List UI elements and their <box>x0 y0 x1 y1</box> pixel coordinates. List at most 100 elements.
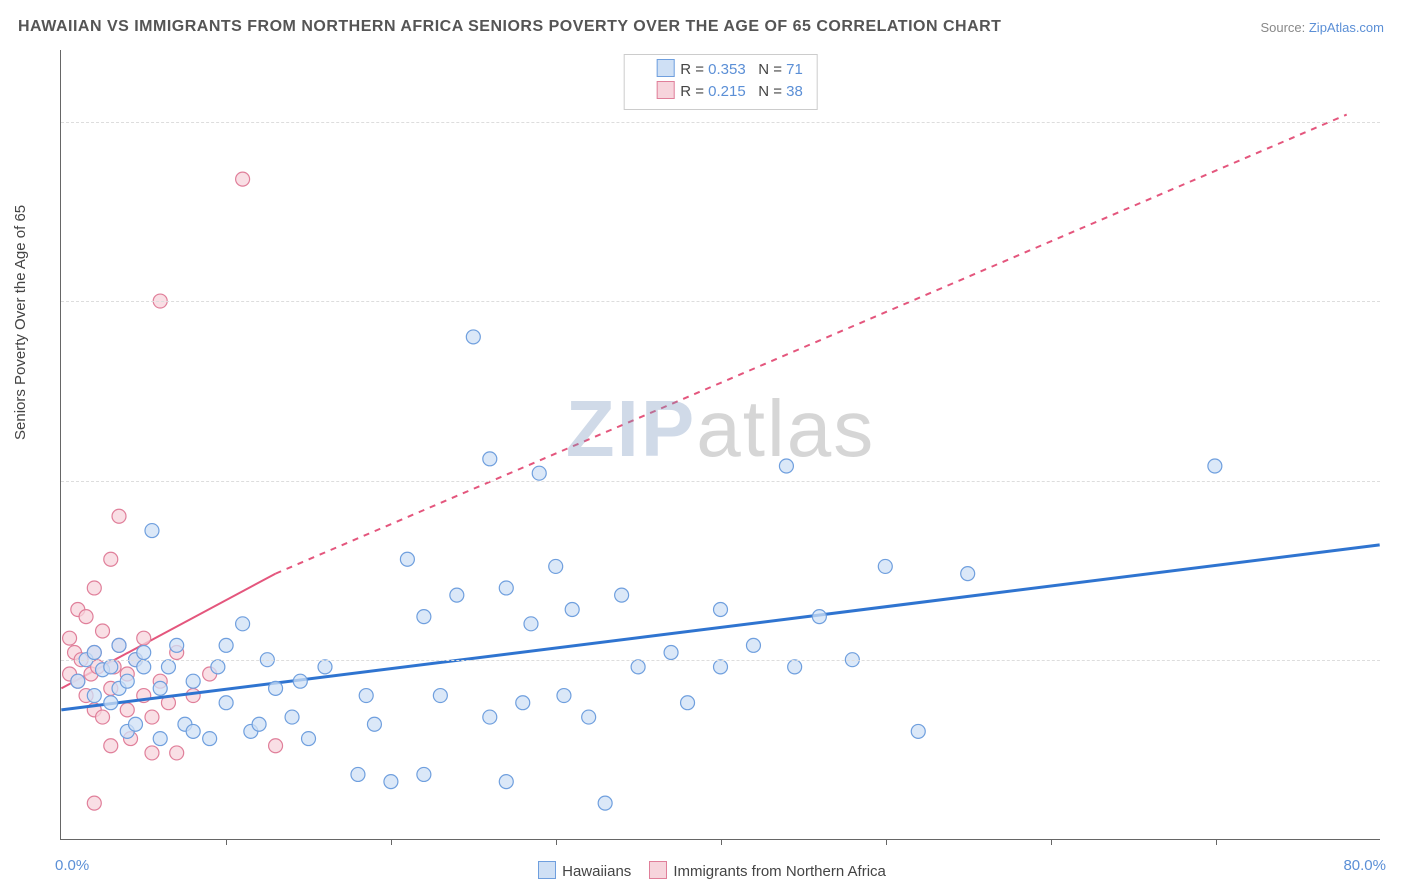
hawaiians-point <box>129 717 143 731</box>
hawaiians-point <box>746 638 760 652</box>
n_africa-point <box>104 552 118 566</box>
legend-swatch <box>656 81 674 99</box>
legend-r-label: R = <box>680 61 708 78</box>
hawaiians-point <box>779 459 793 473</box>
legend-r-label: R = <box>680 83 708 100</box>
gridline <box>61 481 1380 482</box>
n_africa-trendline-extrapolated <box>276 115 1347 574</box>
n_africa-point <box>96 624 110 638</box>
y-tick-label: 25.0% <box>1390 472 1406 489</box>
n_africa-point <box>120 703 134 717</box>
chart-title: HAWAIIAN VS IMMIGRANTS FROM NORTHERN AFR… <box>18 18 1001 36</box>
hawaiians-point <box>302 732 316 746</box>
correlation-row: R = 0.215 N = 38 <box>638 81 803 103</box>
hawaiians-point <box>161 660 175 674</box>
hawaiians-point <box>524 617 538 631</box>
hawaiians-point <box>499 775 513 789</box>
x-tick <box>721 839 722 845</box>
hawaiians-point <box>384 775 398 789</box>
hawaiians-point <box>153 681 167 695</box>
hawaiians-point <box>170 638 184 652</box>
hawaiians-point <box>351 767 365 781</box>
x-tick <box>226 839 227 845</box>
hawaiians-point <box>153 732 167 746</box>
hawaiians-point <box>120 674 134 688</box>
correlation-legend: R = 0.353 N = 71R = 0.215 N = 38 <box>623 54 818 110</box>
legend-n-label: N = <box>758 61 786 78</box>
n_africa-point <box>96 710 110 724</box>
hawaiians-point <box>137 646 151 660</box>
hawaiians-point <box>269 681 283 695</box>
hawaiians-point <box>359 689 373 703</box>
hawaiians-point <box>367 717 381 731</box>
hawaiians-point <box>219 696 233 710</box>
hawaiians-point <box>203 732 217 746</box>
n_africa-point <box>145 746 159 760</box>
hawaiians-point <box>615 588 629 602</box>
hawaiians-point <box>252 717 266 731</box>
x-tick <box>1051 839 1052 845</box>
hawaiians-point <box>911 724 925 738</box>
legend-r-value: 0.353 <box>708 61 746 78</box>
legend-n-value: 71 <box>786 61 803 78</box>
hawaiians-point <box>219 638 233 652</box>
hawaiians-point <box>532 466 546 480</box>
hawaiians-point <box>433 689 447 703</box>
correlation-row: R = 0.353 N = 71 <box>638 59 803 81</box>
hawaiians-point <box>598 796 612 810</box>
n_africa-point <box>87 581 101 595</box>
legend-n-label: N = <box>758 83 786 100</box>
hawaiians-point <box>565 602 579 616</box>
hawaiians-point <box>483 452 497 466</box>
source-link[interactable]: ZipAtlas.com <box>1309 20 1384 35</box>
n_africa-point <box>104 739 118 753</box>
hawaiians-point <box>483 710 497 724</box>
y-tick-label: 37.5% <box>1390 293 1406 310</box>
n_africa-point <box>236 172 250 186</box>
hawaiians-point <box>664 646 678 660</box>
legend-series-label: Hawaiians <box>562 863 631 880</box>
hawaiians-point <box>631 660 645 674</box>
n_africa-point <box>186 689 200 703</box>
hawaiians-point <box>499 581 513 595</box>
n_africa-point <box>145 710 159 724</box>
n_africa-point <box>112 509 126 523</box>
hawaiians-point <box>112 638 126 652</box>
hawaiians-point <box>714 660 728 674</box>
hawaiians-point <box>516 696 530 710</box>
hawaiians-point <box>1208 459 1222 473</box>
hawaiians-point <box>681 696 695 710</box>
hawaiians-point <box>293 674 307 688</box>
chart-svg <box>61 50 1380 839</box>
y-axis-label: Seniors Poverty Over the Age of 65 <box>12 205 29 440</box>
x-tick <box>1216 839 1217 845</box>
x-tick <box>556 839 557 845</box>
hawaiians-point <box>450 588 464 602</box>
n_africa-point <box>170 746 184 760</box>
hawaiians-point <box>466 330 480 344</box>
n_africa-point <box>63 631 77 645</box>
hawaiians-point <box>417 767 431 781</box>
hawaiians-point <box>186 674 200 688</box>
y-tick-label: 12.5% <box>1390 652 1406 669</box>
hawaiians-point <box>87 646 101 660</box>
series-legend: Hawaiians Immigrants from Northern Africa <box>0 861 1406 880</box>
hawaiians-point <box>104 696 118 710</box>
x-tick <box>391 839 392 845</box>
legend-series-label: Immigrants from Northern Africa <box>673 863 886 880</box>
hawaiians-point <box>285 710 299 724</box>
hawaiians-trendline <box>61 545 1379 710</box>
gridline <box>61 301 1380 302</box>
hawaiians-point <box>318 660 332 674</box>
gridline <box>61 660 1380 661</box>
n_africa-point <box>269 739 283 753</box>
source-prefix: Source: <box>1260 20 1308 35</box>
hawaiians-point <box>104 660 118 674</box>
legend-swatch <box>649 861 667 879</box>
hawaiians-point <box>417 610 431 624</box>
hawaiians-point <box>961 567 975 581</box>
hawaiians-point <box>400 552 414 566</box>
legend-swatch <box>656 59 674 77</box>
hawaiians-point <box>549 559 563 573</box>
hawaiians-point <box>186 724 200 738</box>
